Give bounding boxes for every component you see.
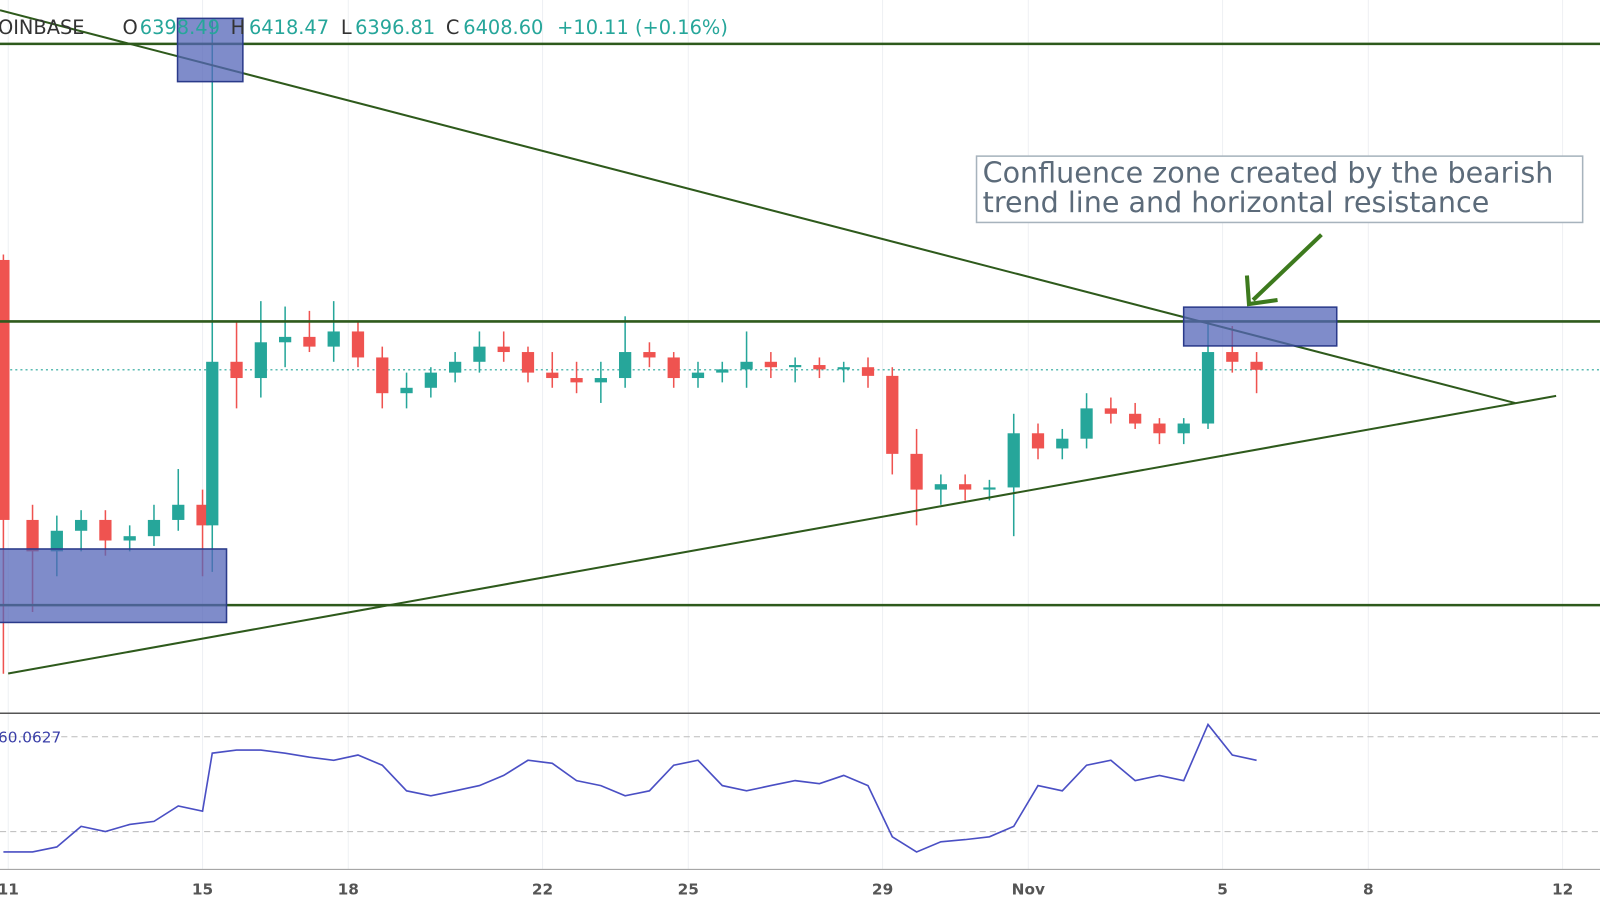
candle-body [147,519,161,537]
bullish-trend-line [7,394,1557,675]
candle-body [0,259,10,520]
candle-body [99,519,112,541]
annotation-text: trend line and horizontal resistance [983,185,1490,219]
annotation-box [975,155,1584,224]
x-tick-label: 12 [1552,880,1573,898]
candle-body [910,453,923,490]
candle-body [934,484,947,490]
candle-body [861,367,875,376]
x-tick-label: 25 [678,880,699,898]
arrow-head [1244,275,1278,307]
ohlc-label: O [122,16,137,39]
candle-body [172,504,185,520]
zone-box [176,17,244,83]
candle-body [740,361,753,370]
candle-body [643,352,656,358]
candle-body [473,346,486,362]
candle-body [594,378,607,383]
candle-body [254,342,267,379]
annotation-text: Confluence zone created by the bearish [983,155,1554,189]
grid [7,0,1564,870]
candle-body [764,361,777,368]
candle-body [279,336,292,343]
candle-body [521,352,535,373]
ohlc-label: L [341,16,352,39]
candle-body [497,346,510,353]
rsi-value: 60.0627 [0,728,61,746]
candle-body [123,536,136,541]
candle-body [376,357,389,394]
candles [0,20,1600,674]
candle-body [667,357,680,379]
candle-body [424,372,437,388]
candle-body [1226,352,1239,362]
candle-body [983,487,996,490]
x-tick-label: 22 [532,880,553,898]
candle-body [400,387,413,394]
x-tick-label: 11 [0,880,19,898]
candle-body [449,361,462,373]
candle-body [837,367,850,370]
x-tick-label: 5 [1217,880,1228,898]
candle-body [1153,423,1166,434]
candle-body [1031,433,1045,449]
candle-body [206,361,219,526]
x-tick-label: 15 [192,880,213,898]
candle-body [691,372,705,379]
candle-body [327,331,340,347]
candle-body [1250,361,1263,370]
candle-body [74,519,88,531]
candle-body [1007,433,1020,488]
annotation: Confluence zone created by the bearish t… [975,155,1584,307]
rsi-line [3,722,1257,853]
candle-body [570,378,583,383]
candle-body [1080,408,1093,439]
candle-body [886,375,899,454]
arrow [1251,233,1323,302]
confluence-zone [1182,306,1338,347]
header: OINBASE O 6398.49 H 6418.47 L 6396.81 C … [0,16,728,39]
candle-body [1104,408,1117,414]
x-tick-label: 18 [338,880,359,898]
zone-box [0,548,228,624]
ohlc-value: 6418.47 [249,16,329,39]
candle-body [813,365,826,370]
candle-body [789,365,802,368]
change: +10.11 (+0.16%) [557,16,728,39]
x-tick-label: Nov [1012,880,1045,898]
candle-body [1056,438,1069,449]
candle-body [50,530,63,552]
ohlc-value: 6396.81 [355,16,435,39]
candle-body [716,369,729,373]
ohlc-label: H [231,16,246,39]
x-tick-label: 29 [872,880,893,898]
rsi-panel [0,712,1600,870]
candle-body [546,372,559,379]
zones [0,17,1338,624]
ohlc-value: 6398.49 [140,16,220,39]
ohlc-label: C [446,16,460,39]
drawings [0,9,1600,675]
candle-body [230,361,243,379]
candle-body [1177,423,1190,434]
candle-body [1129,413,1142,424]
exchange: OINBASE [0,16,85,39]
ohlc-value: 6408.60 [463,16,543,39]
candle-body [351,331,365,358]
candle-body [619,352,632,379]
candle-body [26,519,39,552]
candle-body [303,336,316,347]
candle-body [196,504,209,526]
candle-body [1201,352,1215,424]
x-tick-label: 8 [1363,880,1374,898]
candle-body [959,484,972,490]
